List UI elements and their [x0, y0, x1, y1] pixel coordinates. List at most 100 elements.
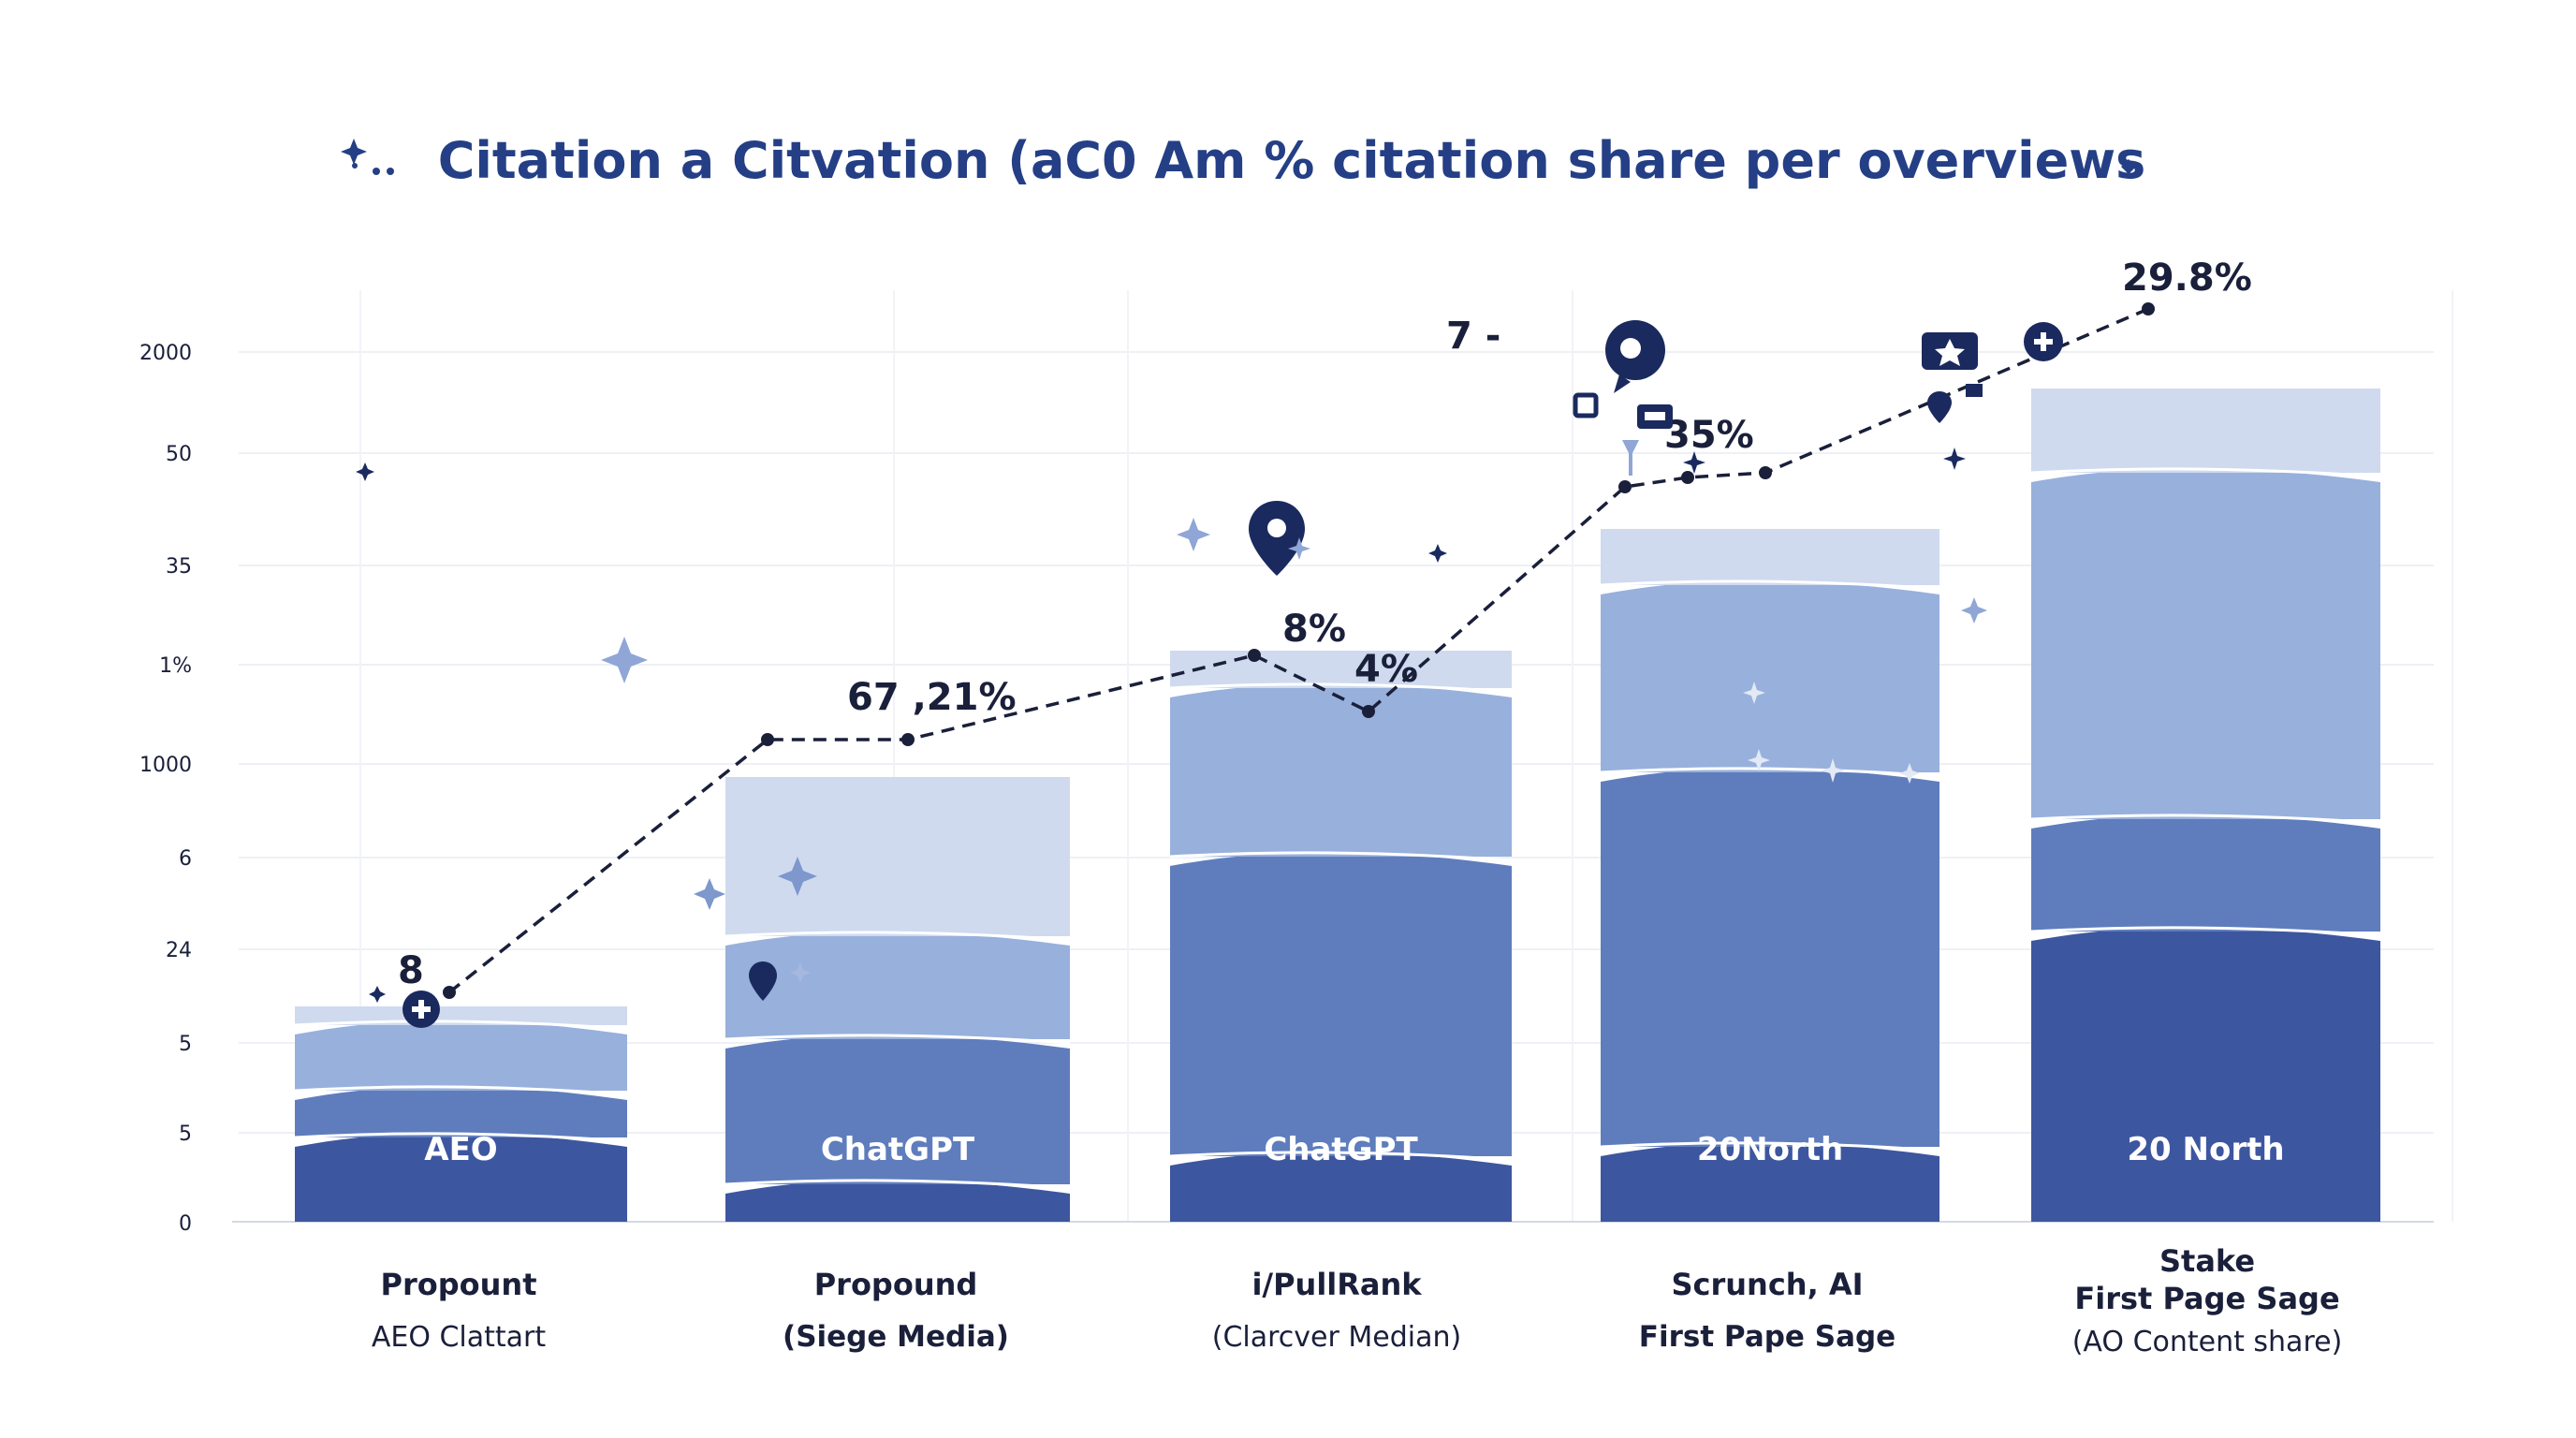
- segment-separator: [294, 1085, 628, 1096]
- bar-segment: [1170, 683, 1512, 857]
- bar-segment: [1170, 852, 1512, 1156]
- segment-separator: [2030, 467, 2381, 478]
- trend-point: [1681, 471, 1694, 484]
- bar-segment: [1601, 768, 1939, 1147]
- title-sparkle-icon: [341, 139, 394, 175]
- bar-segment: [1601, 1142, 1939, 1222]
- segment-separator: [724, 1034, 1071, 1045]
- segment-separator: [1600, 580, 1940, 591]
- bar-label: 20 North: [2127, 1131, 2284, 1168]
- y-tick-label: 35: [166, 555, 192, 579]
- bar-1: AEO: [294, 1006, 628, 1222]
- y-tick-label: 6: [179, 847, 192, 871]
- trend-point: [1618, 480, 1632, 493]
- chart-title: Citation a Citvation (aC0 Am % citation …: [438, 131, 2146, 190]
- trend-point-label: 35%: [1664, 414, 1754, 457]
- plus-circle-icon: [2024, 322, 2063, 361]
- plus-circle-small-icon: [402, 990, 440, 1028]
- trend-line: [447, 307, 2149, 994]
- category-label-line2: (Siege Media): [783, 1320, 1009, 1354]
- title-dot-icon: [2121, 159, 2136, 174]
- message-box-icon: [1573, 392, 1673, 429]
- y-tick-label: 5: [179, 1033, 192, 1056]
- trend-point-label: 29.8%: [2122, 257, 2252, 300]
- trend-point: [1362, 705, 1375, 718]
- y-tick-label: 50: [166, 443, 192, 466]
- bar-label: ChatGPT: [821, 1131, 975, 1168]
- bar-label: 20North: [1697, 1131, 1843, 1168]
- bar-segment: [1601, 580, 1939, 772]
- y-tick-label: 24: [166, 939, 192, 962]
- trend-point-label: 8: [398, 949, 424, 992]
- bar-segment: [2031, 814, 2380, 932]
- trend-point-label: 8%: [1282, 608, 1346, 651]
- category-label-3: i/PullRank (Clarcver Median): [1212, 1267, 1461, 1354]
- bar-segment: [2031, 468, 2380, 819]
- star-box-icon: [1922, 332, 1978, 370]
- segment-separator: [294, 1020, 628, 1031]
- bar-segment: [725, 1180, 1070, 1222]
- y-tick-label: 5: [179, 1123, 192, 1146]
- map-pin-icon: [1249, 501, 1305, 576]
- trend-point: [443, 986, 456, 999]
- segment-separator: [1169, 1151, 1513, 1162]
- floating-point-label: 7 -: [1446, 315, 1500, 358]
- bar-segment: [725, 777, 1070, 936]
- bar-segment: [725, 1034, 1070, 1184]
- y-tick-label: 1%: [159, 654, 192, 678]
- bar-segment: [295, 1086, 627, 1137]
- category-label-line1: First Page Sage: [2074, 1281, 2339, 1316]
- y-tick-label: 0: [179, 1212, 192, 1236]
- funnel-icon: [1622, 440, 1639, 476]
- segment-separator: [294, 1132, 628, 1143]
- category-label-line2: AEO Clattart: [372, 1321, 547, 1354]
- trend-point: [761, 733, 774, 746]
- bar-segment: [1170, 1152, 1512, 1222]
- category-label-line2: (AO Content share): [2072, 1326, 2343, 1358]
- bar-label: ChatGPT: [1264, 1131, 1418, 1168]
- trend-point: [2142, 302, 2155, 315]
- category-label-line0: Stake: [2159, 1243, 2255, 1279]
- trend-point-label: 67 ,21%: [847, 676, 1017, 719]
- category-label-line1: Propount: [381, 1267, 537, 1302]
- bar-segment: [1170, 651, 1512, 688]
- bar-segment: [725, 932, 1070, 1039]
- category-label-1: Propount AEO Clattart: [372, 1267, 547, 1354]
- trend-point-label: 4%: [1354, 648, 1418, 691]
- bar-label: AEO: [424, 1131, 497, 1168]
- chat-bubble-icon: [1605, 320, 1665, 393]
- sparkle-icons: [356, 448, 1987, 1003]
- trend-point: [1248, 649, 1261, 662]
- segment-separator: [1169, 682, 1513, 694]
- category-label-line1: Scrunch, AI: [1671, 1267, 1863, 1302]
- category-label-2: Propound (Siege Media): [783, 1267, 1009, 1354]
- trend-point: [901, 733, 915, 746]
- segment-separator: [724, 1179, 1071, 1190]
- category-label-line2: (Clarcver Median): [1212, 1321, 1461, 1354]
- trend-line-group: 8 67 ,21% 8%4% 35% 29.8%: [398, 257, 2252, 999]
- bar-4: 20North: [1600, 529, 1940, 1222]
- bar-segment: [1601, 529, 1939, 585]
- bar-3: ChatGPT: [1169, 651, 1513, 1222]
- bar-segment: [295, 1020, 627, 1091]
- map-pin-small-icon: [749, 961, 777, 1001]
- bar-segment: [2031, 389, 2380, 473]
- category-label-4: Scrunch, AI First Pape Sage: [1639, 1267, 1895, 1354]
- segment-separator: [1600, 1141, 1940, 1152]
- segment-separator: [2030, 814, 2381, 825]
- category-labels: Propount AEO Clattart Propound (Siege Media…: [372, 1243, 2342, 1358]
- bars-group: AEO ChatGPT ChatGPT 20North 20 North: [294, 389, 2381, 1222]
- segment-separator: [2030, 926, 2381, 937]
- y-tick-label: 2000: [139, 342, 192, 365]
- bar-5: 20 North: [2030, 389, 2381, 1222]
- category-label-line1: i/PullRank: [1251, 1267, 1422, 1302]
- trend-point: [1759, 466, 1772, 479]
- bar-segment: [295, 1133, 627, 1222]
- bar-segment: [295, 1006, 627, 1025]
- segment-separator: [1600, 767, 1940, 778]
- pin-flag-icon: [1927, 384, 1983, 423]
- category-label-line2: First Pape Sage: [1639, 1320, 1895, 1354]
